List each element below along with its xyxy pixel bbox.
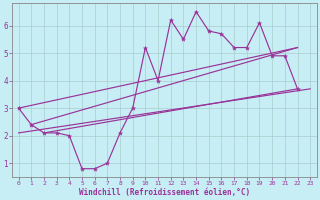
X-axis label: Windchill (Refroidissement éolien,°C): Windchill (Refroidissement éolien,°C) — [79, 188, 250, 197]
